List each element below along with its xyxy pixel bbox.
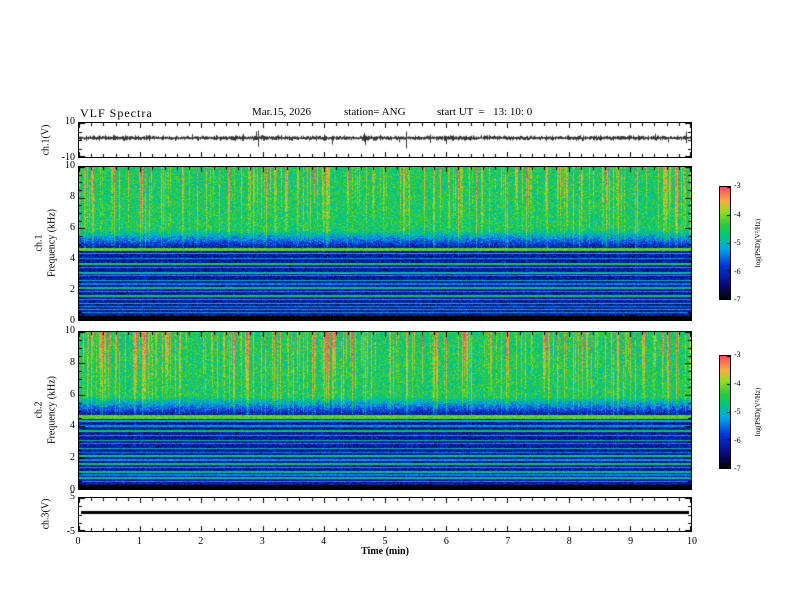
y-tick-label: 5 — [70, 491, 75, 502]
ch2-channel-label: ch.2 — [33, 401, 45, 419]
colorbar-tick-label: -4 — [734, 209, 741, 219]
y-tick-label: 0 — [70, 484, 75, 495]
colorbar-tick-label: -5 — [734, 407, 741, 416]
x-tick-label: 1 — [136, 536, 142, 547]
ch1-spectrogram-canvas — [79, 167, 691, 320]
colorbar-tick-label: -4 — [734, 378, 741, 388]
y-tick-label: 2 — [70, 452, 75, 464]
y-tick-label: 6 — [70, 388, 75, 400]
colorbar-tick-label: -7 — [734, 464, 741, 473]
colorbar-tick-label: -6 — [734, 266, 741, 276]
ch3-waveform-panel — [78, 497, 692, 532]
x-tick-label: 6 — [443, 536, 449, 547]
y-tick-label: 10 — [65, 160, 75, 171]
colorbar-ch1 — [719, 186, 731, 300]
ch1-waveform-canvas — [79, 123, 691, 157]
plot-title: VLF Spectra — [80, 106, 153, 120]
x-tick-label: 7 — [505, 536, 511, 547]
colorbar-ch2-label: log(PSD)(V²/Hz) — [754, 387, 762, 437]
ch1-voltage-axis-label: ch.1(V) — [40, 124, 52, 156]
ch1-waveform-panel — [78, 122, 692, 158]
ch2-frequency-axis-label: Frequency (kHz) — [46, 375, 58, 445]
ch2-spectrogram-panel — [78, 331, 692, 490]
ch1-channel-label: ch.1 — [33, 234, 45, 252]
y-tick-label: 6 — [70, 222, 75, 233]
ch2-spectrogram-canvas — [79, 332, 691, 489]
y-tick-label: 0 — [70, 315, 75, 326]
y-tick-label: 4 — [70, 420, 75, 432]
colorbar-ch2 — [719, 355, 731, 469]
ch1-spectrogram-panel — [78, 166, 692, 321]
ch1-frequency-axis-label: Frequency (kHz) — [46, 208, 58, 278]
colorbar-ch1-label: log(PSD)(V²/Hz) — [754, 218, 762, 268]
colorbar-tick-label: -7 — [734, 295, 741, 304]
y-tick-label: -5 — [66, 526, 75, 537]
x-tick-label: 3 — [259, 536, 265, 547]
x-tick-label: 0 — [75, 536, 81, 547]
x-axis-title: Time (min) — [361, 546, 409, 557]
colorbar-tick-label: -6 — [734, 435, 741, 445]
x-tick-label: 5 — [382, 536, 388, 547]
x-tick-label: 10 — [687, 536, 697, 547]
x-tick-label: 2 — [198, 536, 204, 547]
colorbar-ch2-canvas — [720, 356, 730, 468]
x-tick-label: 4 — [321, 536, 327, 547]
station-label: station= ANG — [344, 106, 406, 118]
y-tick-label: 10 — [65, 116, 75, 127]
y-tick-label: 8 — [70, 356, 75, 368]
ch3-waveform-canvas — [79, 498, 691, 531]
plot-date: Mar.15, 2026 — [252, 106, 311, 118]
colorbar-tick-label: -3 — [734, 350, 741, 359]
y-tick-label: 4 — [70, 253, 75, 264]
x-tick-label: 9 — [628, 536, 634, 547]
ch3-voltage-axis-label: ch.3(V) — [40, 498, 52, 530]
start-ut-label: start UT = 13: 10: 0 — [437, 106, 533, 118]
y-tick-label: -10 — [61, 152, 75, 163]
y-tick-label: 2 — [70, 284, 75, 295]
y-tick-label: 8 — [70, 191, 75, 202]
colorbar-ch1-canvas — [720, 187, 730, 299]
colorbar-tick-label: -3 — [734, 181, 741, 190]
y-tick-label: 10 — [65, 325, 75, 336]
colorbar-tick-label: -5 — [734, 238, 741, 247]
x-tick-label: 8 — [566, 536, 572, 547]
